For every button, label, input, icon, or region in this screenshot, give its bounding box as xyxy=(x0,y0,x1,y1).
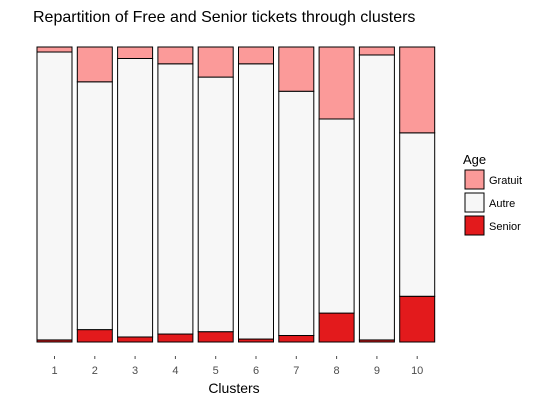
bar-segment-autre-cluster-8 xyxy=(318,118,355,314)
legend-key-senior xyxy=(464,215,485,236)
x-tick-label-4: 4 xyxy=(172,365,178,377)
x-tick-label-1: 1 xyxy=(51,365,57,377)
legend-key-gratuit xyxy=(464,169,485,190)
bar-segment-autre-cluster-2 xyxy=(76,81,113,331)
bar-segment-gratuit-cluster-4 xyxy=(157,46,194,65)
bar-segment-autre-cluster-4 xyxy=(157,63,194,335)
x-tick-label-5: 5 xyxy=(213,365,219,377)
x-tick-label-7: 7 xyxy=(293,365,299,377)
x-tick-label-8: 8 xyxy=(334,365,340,377)
legend-label-senior: Senior xyxy=(489,221,521,233)
bar-segment-senior-cluster-3 xyxy=(117,336,154,343)
bar-segment-autre-cluster-3 xyxy=(117,58,154,338)
bar-segment-senior-cluster-7 xyxy=(278,335,315,343)
bar-segment-gratuit-cluster-8 xyxy=(318,46,355,120)
bar-segment-gratuit-cluster-7 xyxy=(278,46,315,92)
bar-segment-gratuit-cluster-6 xyxy=(238,46,274,65)
bar-segment-senior-cluster-2 xyxy=(76,329,113,343)
bar-segment-autre-cluster-7 xyxy=(278,90,315,337)
x-tick-label-6: 6 xyxy=(253,365,259,377)
bar-segment-gratuit-cluster-1 xyxy=(36,46,73,53)
legend: Age Gratuit Autre Senior xyxy=(463,152,522,236)
bar-segment-autre-cluster-5 xyxy=(197,76,234,333)
chart-title: Repartition of Free and Senior tickets t… xyxy=(33,9,415,26)
bar-segment-senior-cluster-8 xyxy=(318,312,355,343)
bar-segment-autre-cluster-9 xyxy=(358,54,395,341)
bar-segment-autre-cluster-6 xyxy=(238,63,274,340)
bar-segment-senior-cluster-4 xyxy=(157,333,194,343)
x-tick-label-9: 9 xyxy=(374,365,380,377)
bar-segment-gratuit-cluster-2 xyxy=(76,46,113,83)
legend-label-autre: Autre xyxy=(489,198,515,210)
bar-segment-autre-cluster-10 xyxy=(399,132,436,297)
legend-label-gratuit: Gratuit xyxy=(489,175,522,187)
bar-segment-gratuit-cluster-10 xyxy=(399,46,436,134)
x-tick-label-3: 3 xyxy=(132,365,138,377)
bar-segment-gratuit-cluster-5 xyxy=(197,46,234,78)
x-tick-label-2: 2 xyxy=(92,365,98,377)
x-tick-label-10: 10 xyxy=(411,365,423,377)
x-axis-title: Clusters xyxy=(208,380,259,396)
x-tick-labels: 1 2 3 4 5 6 7 8 9 10 xyxy=(51,356,423,377)
bars-layer xyxy=(36,46,436,343)
bar-segment-senior-cluster-5 xyxy=(197,331,234,343)
bar-segment-senior-cluster-10 xyxy=(399,295,436,343)
bar-segment-gratuit-cluster-3 xyxy=(117,46,154,59)
bar-segment-autre-cluster-1 xyxy=(36,51,73,341)
legend-title: Age xyxy=(463,152,486,167)
bar-segment-gratuit-cluster-9 xyxy=(358,46,395,56)
legend-key-autre xyxy=(464,192,485,213)
